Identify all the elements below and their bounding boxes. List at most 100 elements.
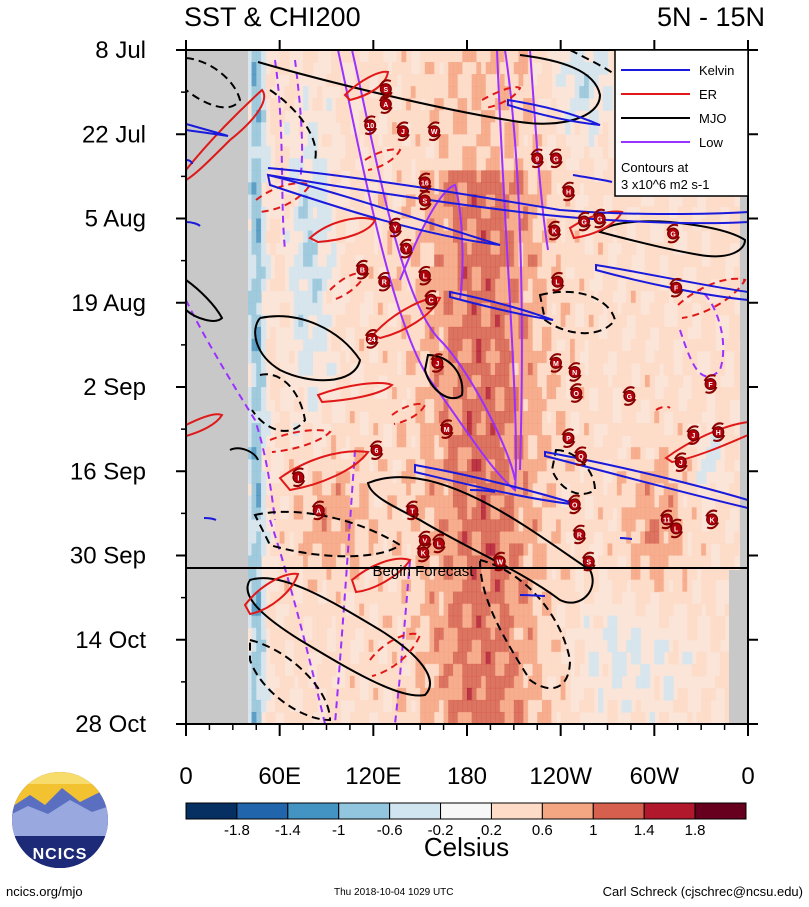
heatmap-cell bbox=[560, 387, 566, 400]
heatmap-cell bbox=[410, 651, 417, 665]
heatmap-cell bbox=[607, 170, 613, 183]
heatmap-cell bbox=[654, 555, 660, 569]
heatmap-cell bbox=[593, 326, 599, 340]
heatmap-cell bbox=[448, 567, 454, 581]
heatmap-cell bbox=[495, 387, 501, 400]
heatmap-cell bbox=[499, 651, 506, 665]
heatmap-cell bbox=[396, 374, 403, 388]
heatmap-cell bbox=[246, 555, 253, 569]
heatmap-cell bbox=[373, 543, 379, 557]
heatmap-cell bbox=[481, 134, 487, 147]
heatmap-cell bbox=[293, 627, 299, 641]
heatmap-cell bbox=[476, 74, 482, 87]
heatmap-cell bbox=[495, 146, 501, 159]
heatmap-cell bbox=[415, 110, 421, 123]
heatmap-cell bbox=[527, 495, 534, 508]
heatmap-cell bbox=[612, 675, 618, 689]
heatmap-cell bbox=[443, 362, 449, 376]
heatmap-cell bbox=[612, 338, 618, 352]
heatmap-cell bbox=[392, 507, 398, 520]
heatmap-cell bbox=[340, 651, 346, 665]
heatmap-cell bbox=[307, 447, 314, 460]
heatmap-cell bbox=[452, 591, 459, 605]
heatmap-cell bbox=[513, 411, 520, 424]
heatmap-cell bbox=[438, 206, 445, 220]
heatmap-cell bbox=[349, 711, 356, 724]
heatmap-cell bbox=[462, 411, 468, 424]
heatmap-cell bbox=[527, 302, 534, 316]
heatmap-cell bbox=[406, 110, 412, 123]
heatmap-cell bbox=[298, 651, 304, 665]
heatmap-cell bbox=[326, 507, 332, 520]
heatmap-cell bbox=[509, 687, 515, 701]
heatmap-cell bbox=[701, 543, 707, 557]
heatmap-cell bbox=[607, 338, 613, 352]
heatmap-cell bbox=[541, 122, 548, 135]
heatmap-cell bbox=[410, 639, 417, 653]
heatmap-cell bbox=[481, 374, 487, 388]
heatmap-cell bbox=[495, 218, 501, 232]
heatmap-cell bbox=[424, 651, 431, 665]
heatmap-cell bbox=[321, 158, 328, 171]
heatmap-cell bbox=[424, 206, 431, 220]
heatmap-cell bbox=[420, 495, 426, 508]
heatmap-cell bbox=[640, 543, 646, 557]
heatmap-cell bbox=[256, 447, 262, 460]
heatmap-cell bbox=[476, 230, 482, 244]
heatmap-cell bbox=[485, 62, 492, 75]
heatmap-cell bbox=[424, 519, 431, 533]
heatmap-cell bbox=[504, 399, 510, 412]
heatmap-cell bbox=[509, 519, 515, 533]
heatmap-cell bbox=[368, 62, 374, 75]
heatmap-cell bbox=[527, 459, 534, 472]
heatmap-cell bbox=[420, 399, 426, 412]
heatmap-cell bbox=[363, 459, 370, 472]
heatmap-cell bbox=[284, 435, 290, 448]
heatmap-cell bbox=[368, 242, 374, 256]
heatmap-cell bbox=[434, 302, 440, 316]
heatmap-cell bbox=[382, 591, 388, 605]
heatmap-cell bbox=[527, 699, 534, 713]
heatmap-cell bbox=[256, 158, 262, 171]
heatmap-cell bbox=[659, 543, 665, 557]
heatmap-cell bbox=[509, 675, 515, 689]
heatmap-cell bbox=[499, 459, 506, 472]
heatmap-cell bbox=[279, 579, 285, 593]
heatmap-cell bbox=[284, 459, 290, 472]
heatmap-cell bbox=[630, 567, 637, 581]
heatmap-cell bbox=[476, 170, 482, 183]
heatmap-cell bbox=[415, 302, 421, 316]
heatmap-cell bbox=[616, 483, 623, 496]
heatmap-cell bbox=[630, 639, 637, 653]
heatmap-cell bbox=[378, 675, 384, 689]
heatmap-cell bbox=[588, 519, 595, 533]
heatmap-cell bbox=[499, 50, 506, 63]
heatmap-cell bbox=[471, 206, 477, 220]
heatmap-cell bbox=[659, 483, 665, 496]
heatmap-cell bbox=[420, 627, 426, 641]
heatmap-cell bbox=[363, 699, 370, 713]
heatmap-cell bbox=[584, 374, 590, 388]
heatmap-cell bbox=[579, 543, 585, 557]
heatmap-cell bbox=[321, 194, 328, 208]
heatmap-cell bbox=[462, 483, 468, 496]
heatmap-cell bbox=[546, 591, 552, 605]
heatmap-cell bbox=[677, 543, 684, 557]
heatmap-cell bbox=[701, 591, 707, 605]
heatmap-cell bbox=[312, 122, 318, 135]
heatmap-cell bbox=[471, 663, 477, 677]
heatmap-cell bbox=[434, 591, 440, 605]
heatmap-cell bbox=[284, 567, 290, 581]
heatmap-cell bbox=[481, 615, 487, 629]
low-contour bbox=[269, 519, 326, 724]
heatmap-cell bbox=[640, 218, 646, 232]
heatmap-cell bbox=[598, 374, 604, 388]
heatmap-cell bbox=[555, 459, 562, 472]
heatmap-cell bbox=[363, 531, 370, 545]
heatmap-cell bbox=[387, 206, 393, 220]
heatmap-cell bbox=[410, 326, 417, 340]
heatmap-cell bbox=[537, 543, 543, 557]
heatmap-cell bbox=[659, 435, 665, 448]
heatmap-cell bbox=[396, 230, 403, 244]
